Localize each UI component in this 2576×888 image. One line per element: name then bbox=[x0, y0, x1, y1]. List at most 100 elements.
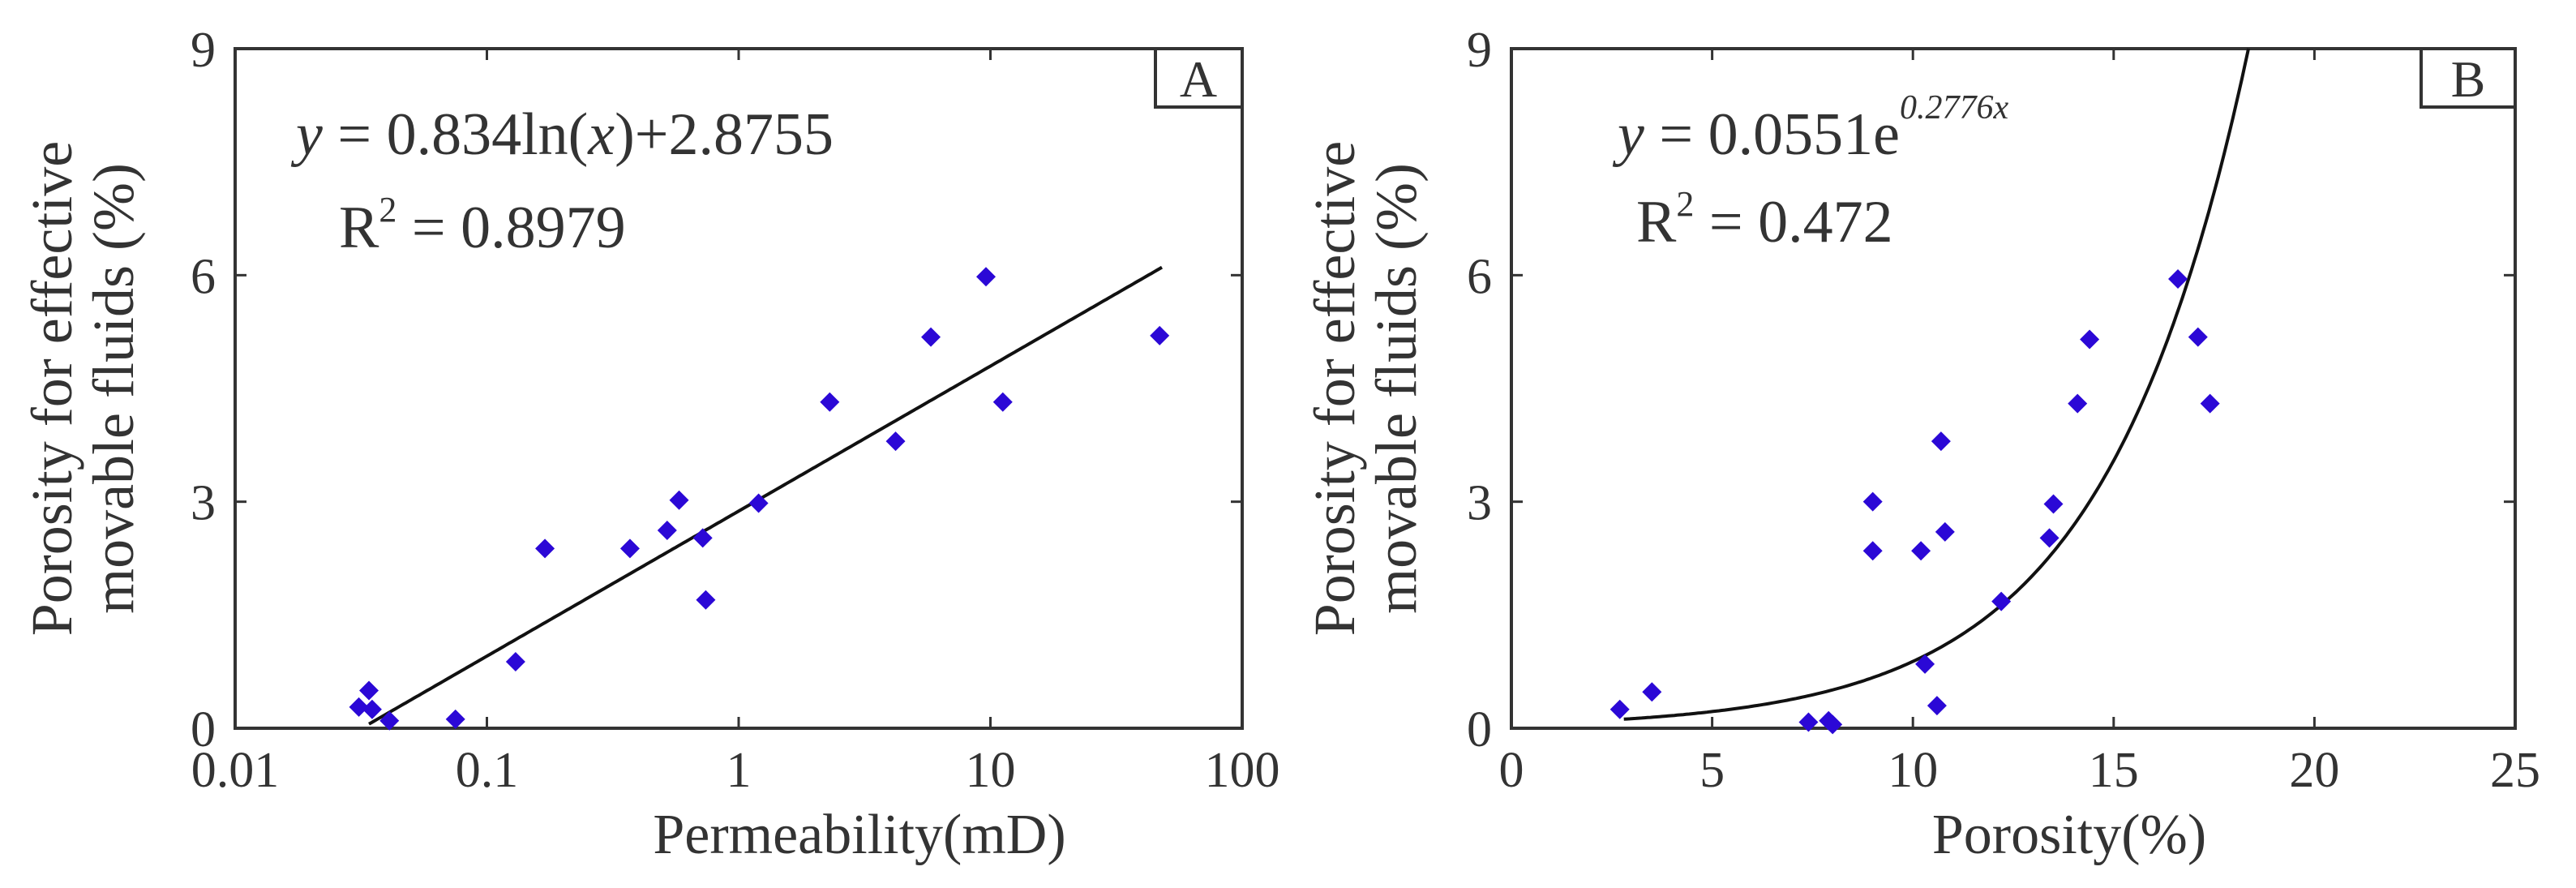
panel-b-data-point bbox=[1609, 699, 1630, 719]
panel-b-data-point bbox=[1931, 431, 1951, 452]
panel-b-data-point bbox=[2200, 393, 2220, 414]
panel-b-data-point bbox=[1862, 491, 1883, 512]
panel-a-fit-line bbox=[368, 265, 1164, 726]
panel-a-data-point bbox=[669, 490, 689, 510]
panel-b-y-axis-title-line-2: movable fluids (%) bbox=[1364, 163, 1429, 614]
panel-b-x-tick-label: 0 bbox=[1499, 743, 1524, 798]
panel-a-data-point bbox=[619, 538, 640, 559]
panel-b-r2-rhs: = 0.472 bbox=[1694, 189, 1892, 255]
panel-a-x-tick-label: 10 bbox=[966, 743, 1016, 798]
panel-b-x-tick-label: 10 bbox=[1888, 743, 1938, 798]
panel-b-y-axis-title-line-1: Porosity for effective bbox=[1302, 141, 1367, 637]
panel-a-data-point bbox=[692, 528, 713, 548]
panel-a-data-point bbox=[379, 710, 400, 731]
panel-a-r2-sup: 2 bbox=[379, 190, 396, 230]
panel-b-y-axis-title: Porosity for effective movable fluids (%… bbox=[1302, 141, 1429, 637]
panel-b-fit-line bbox=[1623, 48, 2250, 721]
panel-b-eq-rhs: = 0.0551e bbox=[1644, 101, 1900, 168]
panel-b-data-point bbox=[2168, 268, 2188, 289]
panel-a-data-point bbox=[362, 699, 382, 719]
panel-a-x-tick-label: 0.1 bbox=[456, 743, 519, 798]
panel-a-y-ticks: 0 3 6 9 bbox=[191, 23, 1242, 757]
panel-a-fit-layer bbox=[368, 265, 1164, 726]
panel-a-panel-letter: A bbox=[1180, 50, 1217, 108]
panel-b-x-ticks: 0 5 10 15 20 25 bbox=[1499, 49, 2540, 798]
panel-a-y-axis-title-line-1: Porosity for effective bbox=[19, 141, 84, 637]
panel-b-y-tick-label: 9 bbox=[1467, 23, 1492, 78]
panel-a-data-point bbox=[359, 680, 379, 701]
panel-a-y-tick-label: 6 bbox=[191, 249, 216, 304]
panel-b-data-point bbox=[2039, 528, 2060, 548]
panel-a-y-axis-title: Porosity for effective movable fluids (%… bbox=[19, 141, 146, 637]
panel-b-data-point bbox=[1991, 591, 2012, 611]
panel-a-panel-letter-box bbox=[1154, 47, 1244, 109]
panel-a-data-point bbox=[921, 327, 941, 347]
panel-a-data-point bbox=[820, 392, 840, 412]
panel-a-x-axis-title: Permeability(mD) bbox=[653, 804, 1065, 866]
panel-a-data-point bbox=[992, 392, 1013, 412]
panel-a-data-point bbox=[349, 697, 369, 717]
panel-b-points bbox=[1609, 268, 2220, 735]
panel-a-x-tick-label: 0.01 bbox=[191, 743, 280, 798]
panel-a-data-point bbox=[748, 493, 769, 513]
panel-b-legend-box: B bbox=[2420, 47, 2517, 109]
panel-b-data-point bbox=[2188, 327, 2208, 347]
panel-a-data-point bbox=[445, 709, 465, 729]
panel-b-panel-letter: B bbox=[2451, 50, 2486, 108]
panel-a-data-point bbox=[535, 538, 555, 559]
panel-b-x-tick-label: 5 bbox=[1699, 743, 1725, 798]
panel-b-frame bbox=[1510, 47, 2517, 730]
panel-b-x-tick-label: 25 bbox=[2490, 743, 2540, 798]
panel-b-data-point bbox=[2068, 393, 2088, 414]
panel-a-y-axis-title-line-2: movable fluids (%) bbox=[81, 163, 146, 614]
panel-b-r2-sup: 2 bbox=[1676, 184, 1694, 224]
panel-a-data-point bbox=[505, 652, 525, 672]
panel-a-fit-equation: y = 0.834ln(x)+2.8755 bbox=[290, 101, 834, 168]
panel-b-y-tick-label: 6 bbox=[1467, 249, 1492, 304]
panel-a-eq-tail: )+2.8755 bbox=[615, 101, 834, 168]
panel-a-eq-rhs: = 0.834ln( bbox=[323, 101, 588, 168]
panel-b-data-point bbox=[2080, 329, 2100, 350]
panel-b-y-ticks: 0 3 6 9 bbox=[1467, 23, 2515, 757]
panel-b-y-tick-label: 0 bbox=[1467, 702, 1492, 757]
panel-a-x-tick-label: 100 bbox=[1205, 743, 1280, 798]
panel-a-data-point bbox=[657, 521, 677, 541]
panel-a-y-tick-label: 3 bbox=[191, 476, 216, 531]
panel-a: Porosity for effective movable fluids (%… bbox=[19, 23, 1280, 866]
panel-a-data-point bbox=[975, 267, 996, 287]
panel-b-data-point bbox=[1798, 712, 1819, 732]
panel-b-eq-sup: 0.2776x bbox=[1900, 89, 2009, 127]
panel-b-data-point bbox=[1927, 696, 1947, 716]
panel-a-data-point bbox=[696, 590, 716, 610]
panel-a-y-tick-label: 9 bbox=[191, 23, 216, 78]
panel-b-y-tick-label: 3 bbox=[1467, 476, 1492, 531]
panel-b-data-point bbox=[1823, 714, 1843, 735]
panel-a-y-tick-label: 0 bbox=[191, 702, 216, 757]
panel-b-data-point bbox=[1911, 541, 1931, 561]
panel-b-eq-y: y bbox=[1612, 101, 1644, 168]
panel-b-data-point bbox=[1862, 541, 1883, 561]
panel-a-points bbox=[349, 267, 1170, 731]
panel-b-x-tick-label: 20 bbox=[2289, 743, 2339, 798]
panel-b-data-point bbox=[1642, 682, 1662, 702]
panel-b-fit-layer bbox=[1623, 48, 2250, 721]
panel-b: Porosity for effective movable fluids (%… bbox=[1302, 23, 2540, 866]
panel-b-r-squared: R2 = 0.472 bbox=[1636, 184, 1893, 255]
panel-b-x-axis-title: Porosity(%) bbox=[1932, 804, 2206, 866]
panel-a-r-squared: R2 = 0.8979 bbox=[339, 190, 626, 261]
panel-a-r2-r: R bbox=[339, 195, 379, 261]
panel-b-r2-r: R bbox=[1636, 189, 1677, 255]
panel-b-data-point bbox=[1915, 654, 1935, 674]
panel-a-r2-rhs: = 0.8979 bbox=[396, 195, 625, 261]
panel-b-fit-equation: y = 0.0551e0.2776x bbox=[1612, 89, 2008, 168]
panel-b-data-point bbox=[2043, 494, 2064, 514]
panel-b-x-tick-label: 15 bbox=[2089, 743, 2139, 798]
panel-b-panel-letter-box bbox=[2420, 47, 2517, 109]
panel-a-data-point bbox=[1150, 325, 1170, 345]
panel-a-legend-box: A bbox=[1154, 47, 1244, 109]
panel-a-data-point bbox=[885, 431, 906, 452]
panel-b-data-point bbox=[1935, 521, 1955, 542]
panel-a-x-ticks: 0.01 0.1 1 10 100 bbox=[191, 49, 1280, 798]
panel-a-eq-y: y bbox=[290, 101, 323, 168]
